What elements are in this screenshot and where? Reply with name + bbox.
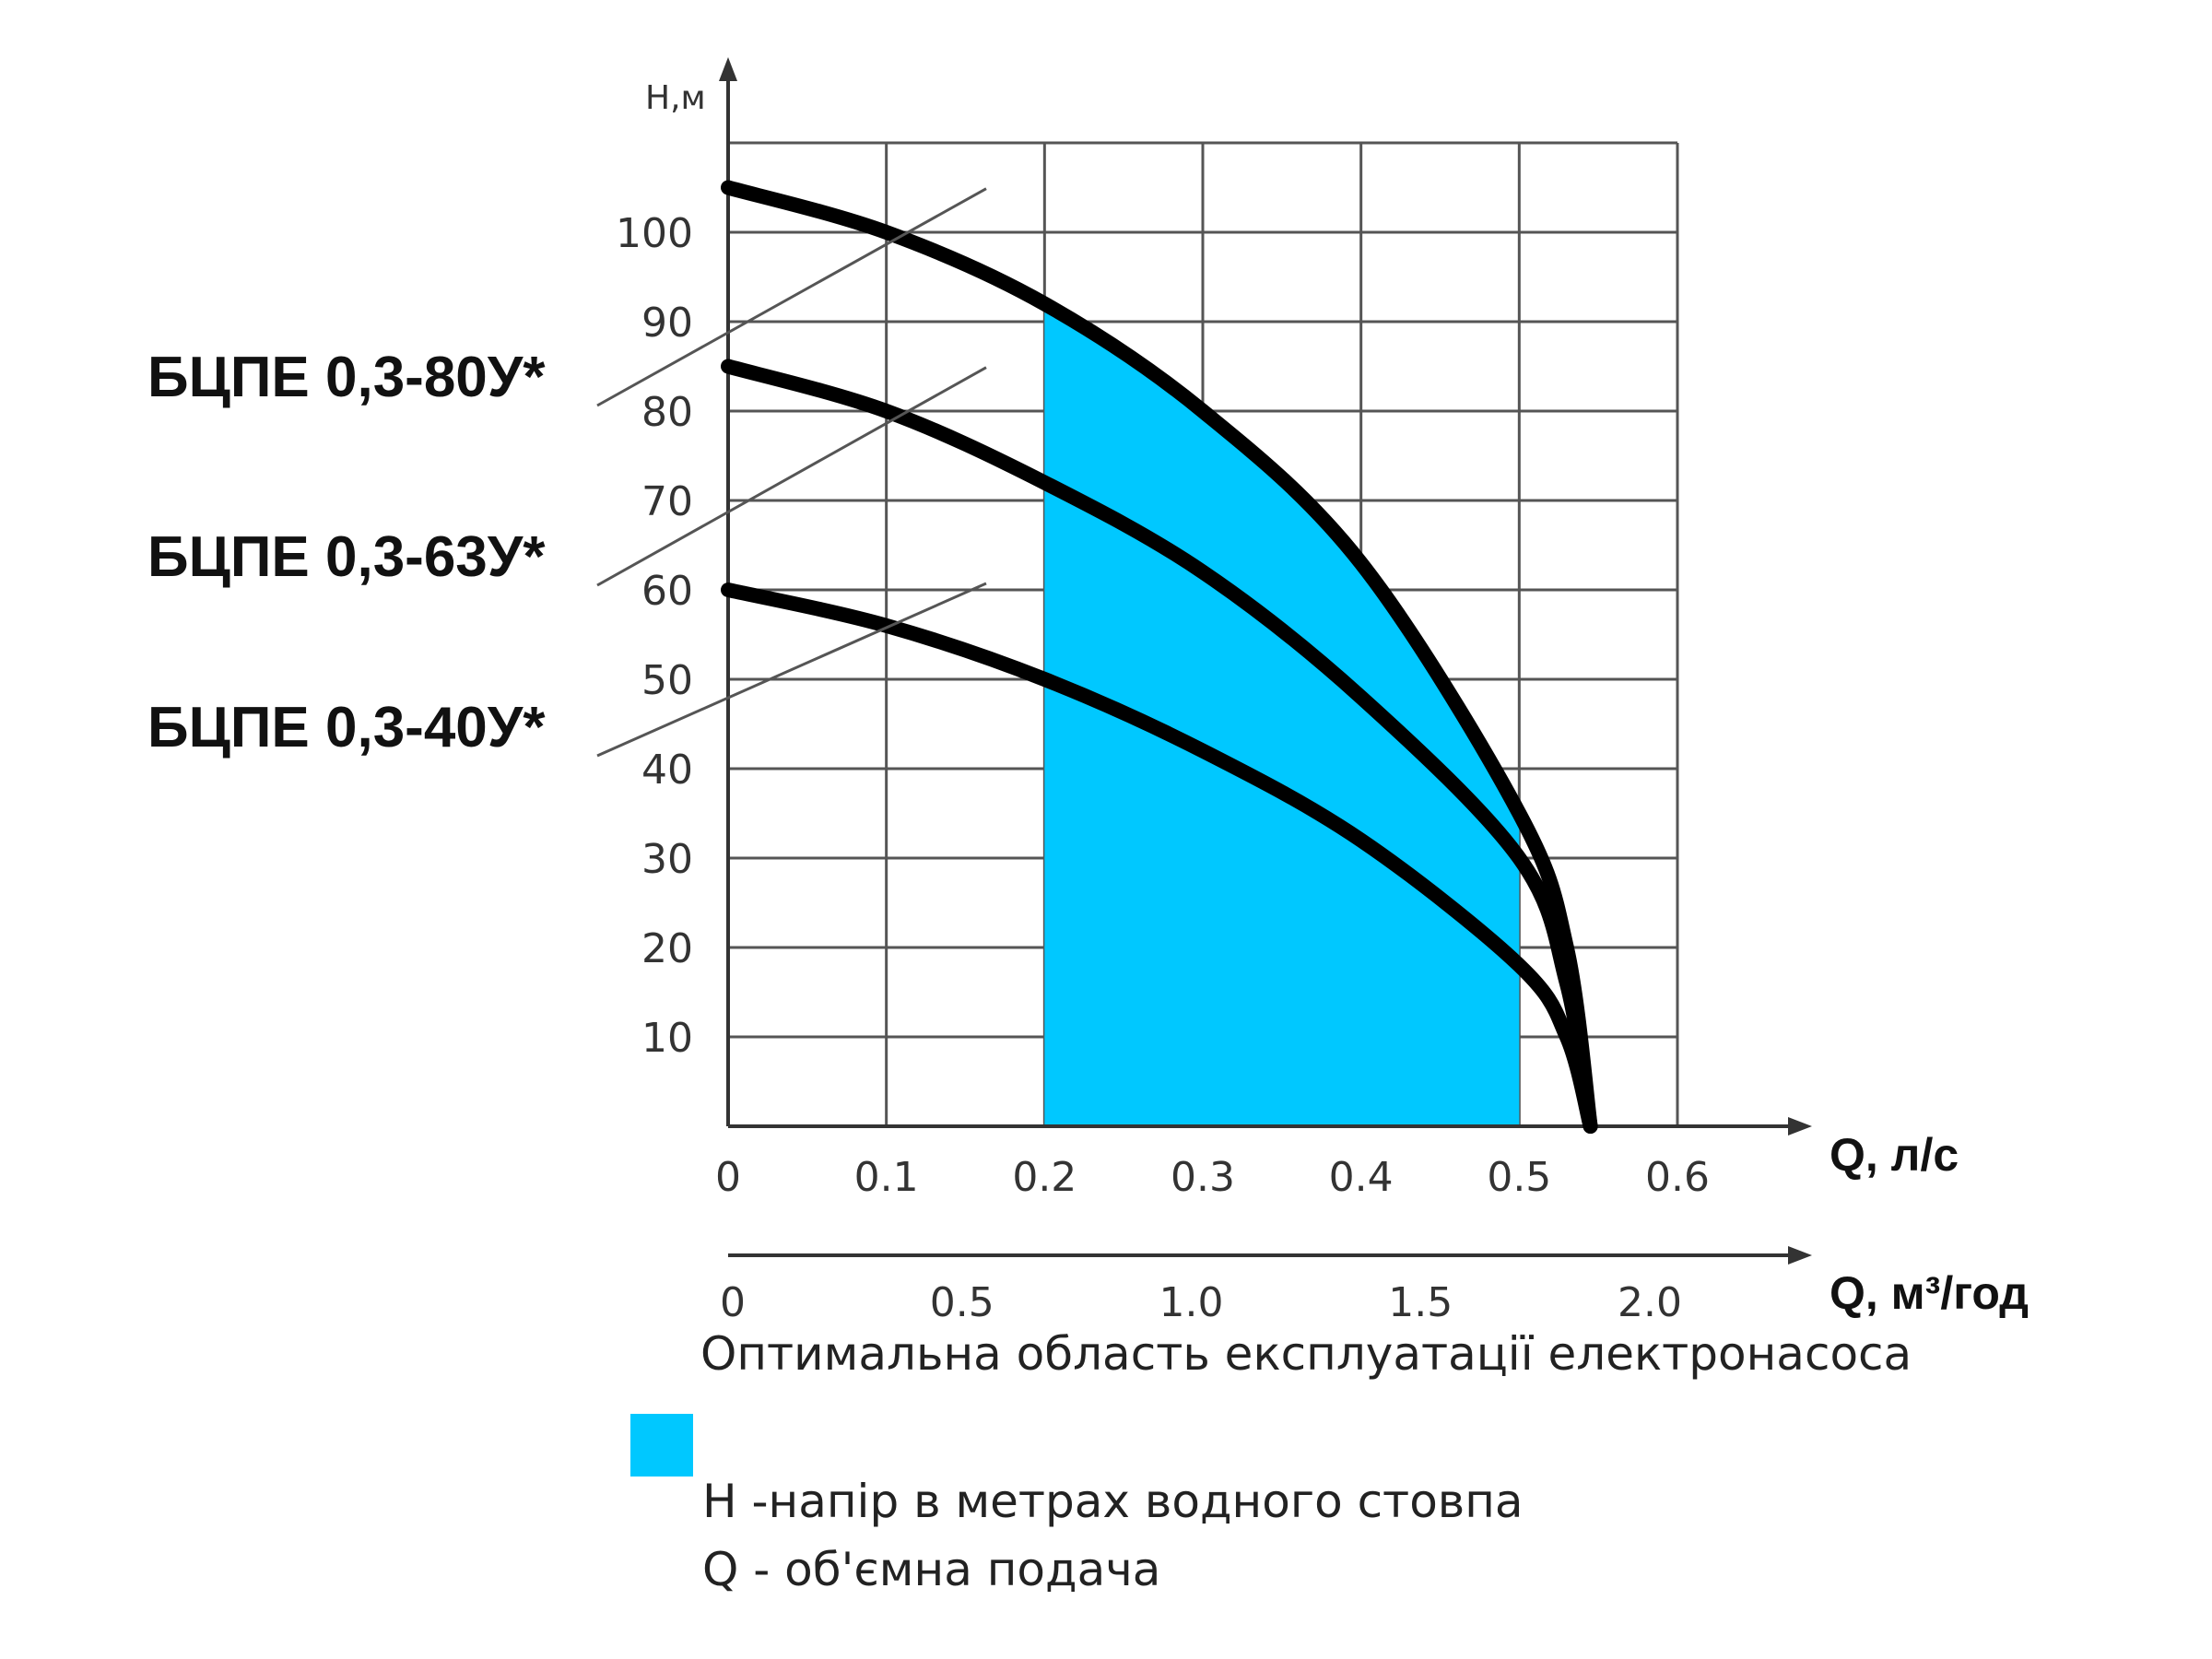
x-axis-arrow	[1788, 1117, 1812, 1135]
x-secondary-tick-label: 0.5	[930, 1279, 994, 1326]
series-line-1	[721, 180, 1598, 1134]
y-axis-arrow	[719, 57, 737, 81]
x-axis-secondary-arrow	[1788, 1246, 1812, 1265]
y-tick-label: 80	[641, 389, 693, 436]
y-tick-label: 30	[641, 836, 693, 883]
x-tick-label: 0.1	[854, 1154, 919, 1201]
series-label-3: БЦПЕ 0,3-40У*	[147, 696, 546, 759]
series-line-3	[721, 582, 1598, 1134]
series-label-1: БЦПЕ 0,3-80У*	[147, 346, 546, 409]
x-tick-label: 0.2	[1012, 1154, 1077, 1201]
x-tick-label: 0.5	[1487, 1154, 1551, 1201]
y-tick-label: 70	[641, 478, 693, 525]
x-axis-title: Q, л/с	[1830, 1129, 1959, 1181]
x-secondary-tick-label: 2.0	[1618, 1279, 1682, 1326]
legend-swatch	[630, 1414, 693, 1477]
legend-title: Оптимальна область експлуатації електрон…	[700, 1327, 1912, 1381]
x-tick-label: 0.4	[1329, 1154, 1394, 1201]
chart-labels: БЦПЕ 0,3-80У* БЦПЕ 0,3-63У* БЦПЕ 0,3-40У* 1…	[147, 79, 2029, 1326]
series-leader-line	[596, 366, 987, 587]
x-tick-label: 0.6	[1645, 1154, 1710, 1201]
performance-curves	[596, 180, 1598, 1134]
series-line-2	[721, 359, 1598, 1134]
y-tick-label: 10	[641, 1015, 693, 1062]
legend-note-head: H -напір в метрах водного стовпа	[702, 1475, 1524, 1528]
x-secondary-tick-label: 1.0	[1159, 1279, 1224, 1326]
y-tick-label: 50	[641, 657, 693, 704]
x-secondary-tick-label: 0	[720, 1279, 746, 1326]
y-tick-label: 20	[641, 925, 693, 972]
x-tick-label: 0	[715, 1154, 741, 1201]
y-tick-label: 100	[616, 210, 693, 257]
y-axis-title: H,м	[645, 79, 706, 117]
y-tick-label: 60	[641, 568, 693, 615]
series-leader-line	[596, 582, 987, 758]
optimal-region	[1044, 303, 1520, 1127]
x-tick-label: 0.3	[1171, 1154, 1235, 1201]
optimal-region-area	[1044, 303, 1520, 1127]
x-secondary-tick-label: 1.5	[1388, 1279, 1453, 1326]
legend-note-flow: Q - об'ємна подача	[702, 1543, 1161, 1596]
series-label-2: БЦПЕ 0,3-63У*	[147, 525, 546, 589]
x-axis-secondary-title: Q, м³/год	[1830, 1267, 2029, 1319]
series-leader-line	[596, 187, 987, 407]
y-tick-label: 90	[641, 300, 693, 347]
y-tick-label: 40	[641, 747, 693, 794]
